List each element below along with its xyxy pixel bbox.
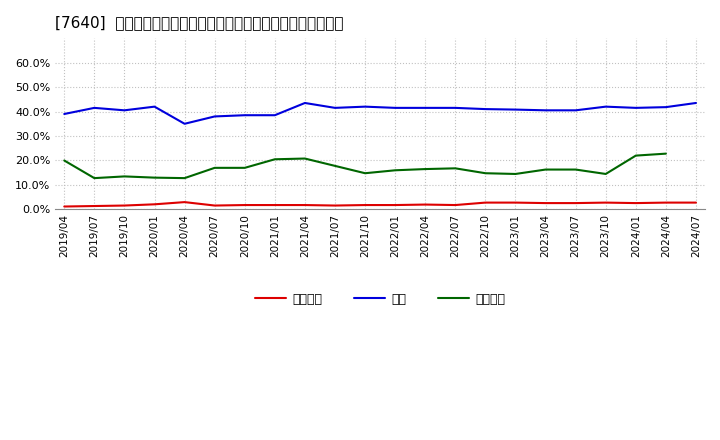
売上債権 (421, 202, 430, 207)
在庫 (631, 105, 640, 110)
買入債務 (120, 174, 129, 179)
売上債権 (481, 200, 490, 205)
在庫 (240, 113, 249, 118)
在庫 (60, 111, 68, 117)
売上債権 (692, 200, 701, 205)
買入債務 (511, 171, 520, 176)
買入債務 (90, 176, 99, 181)
売上債権 (210, 203, 219, 208)
在庫 (180, 121, 189, 126)
買入債務 (240, 165, 249, 170)
買入債務 (481, 171, 490, 176)
在庫 (90, 105, 99, 110)
買入債務 (60, 158, 68, 163)
売上債権 (631, 201, 640, 206)
在庫 (271, 113, 279, 118)
Line: 買入債務: 買入債務 (64, 154, 666, 178)
買入債務 (210, 165, 219, 170)
売上債権 (120, 203, 129, 208)
買入債務 (330, 163, 339, 169)
売上債権 (391, 202, 400, 208)
買入債務 (180, 176, 189, 181)
在庫 (481, 106, 490, 112)
Text: [7640]  売上債権、在庫、買入債務の総資産に対する比率の推移: [7640] 売上債権、在庫、買入債務の総資産に対する比率の推移 (55, 15, 343, 30)
買入債務 (391, 168, 400, 173)
買入債務 (300, 156, 309, 161)
売上債権 (601, 200, 610, 205)
在庫 (300, 100, 309, 106)
買入債務 (541, 167, 550, 172)
買入債務 (451, 166, 459, 171)
在庫 (150, 104, 159, 109)
在庫 (692, 100, 701, 106)
売上債権 (240, 202, 249, 208)
買入債務 (631, 153, 640, 158)
売上債権 (541, 201, 550, 206)
買入債務 (662, 151, 670, 156)
在庫 (361, 104, 369, 109)
売上債権 (361, 202, 369, 208)
買入債務 (421, 166, 430, 172)
買入債務 (271, 157, 279, 162)
売上債権 (150, 202, 159, 207)
在庫 (601, 104, 610, 109)
在庫 (210, 114, 219, 119)
Line: 売上債権: 売上債権 (64, 202, 696, 206)
在庫 (662, 104, 670, 110)
Line: 在庫: 在庫 (64, 103, 696, 124)
Legend: 売上債権, 在庫, 買入債務: 売上債権, 在庫, 買入債務 (250, 288, 510, 311)
売上債権 (300, 202, 309, 208)
売上債権 (451, 202, 459, 208)
売上債権 (330, 203, 339, 208)
売上債権 (572, 201, 580, 206)
買入債務 (601, 171, 610, 176)
在庫 (330, 105, 339, 110)
売上債権 (90, 203, 99, 209)
買入債務 (572, 167, 580, 172)
在庫 (511, 107, 520, 112)
在庫 (451, 105, 459, 110)
在庫 (391, 105, 400, 110)
売上債権 (511, 200, 520, 205)
売上債権 (60, 204, 68, 209)
買入債務 (150, 175, 159, 180)
売上債権 (662, 200, 670, 205)
売上債権 (271, 202, 279, 208)
在庫 (421, 105, 430, 110)
在庫 (120, 108, 129, 113)
売上債権 (180, 199, 189, 205)
在庫 (572, 108, 580, 113)
在庫 (541, 108, 550, 113)
買入債務 (361, 171, 369, 176)
